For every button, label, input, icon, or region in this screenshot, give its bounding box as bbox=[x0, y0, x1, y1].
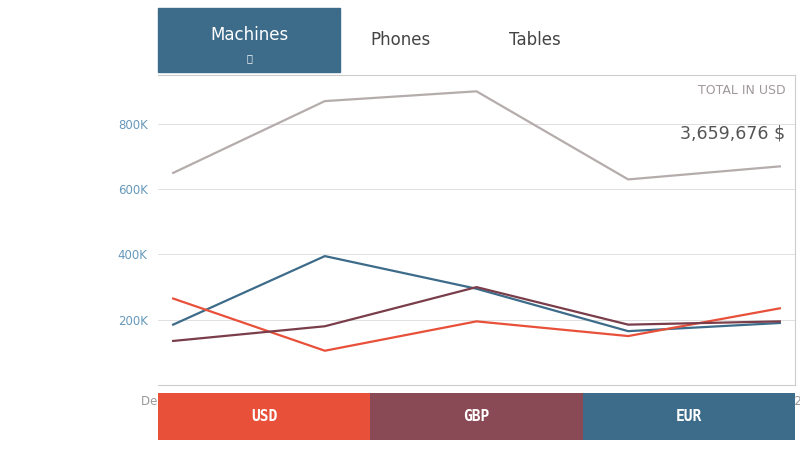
Text: Tables: Tables bbox=[509, 31, 561, 49]
Text: Phones: Phones bbox=[370, 31, 430, 49]
Text: GBP: GBP bbox=[463, 409, 490, 424]
Text: EUR: EUR bbox=[676, 409, 702, 424]
Text: 𝙸: 𝙸 bbox=[246, 53, 252, 63]
Text: TOTAL IN USD: TOTAL IN USD bbox=[698, 84, 786, 97]
Text: USD: USD bbox=[251, 409, 278, 424]
Text: 3,659,676 $: 3,659,676 $ bbox=[680, 125, 786, 143]
Text: Machines: Machines bbox=[210, 26, 288, 44]
